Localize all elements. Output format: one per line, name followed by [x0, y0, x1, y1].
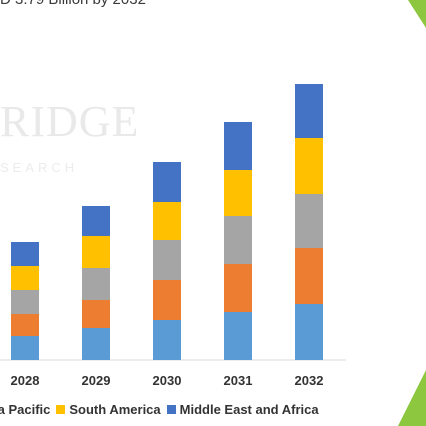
- bar-segment-2028-series-2: [11, 290, 39, 314]
- legend-swatch-middle-east-africa: [166, 405, 176, 414]
- x-tick-label-2030: 2030: [153, 373, 182, 388]
- bar-segment-2031-series-2: [224, 216, 252, 264]
- bar-segment-2031-series-3: [224, 170, 252, 216]
- x-tick-label-2032: 2032: [295, 373, 324, 388]
- bar-segment-2029-series-0: [82, 328, 110, 360]
- x-tick-label-2028: 2028: [11, 373, 40, 388]
- x-tick-label-2031: 2031: [224, 373, 253, 388]
- legend-item-asia-pacific: ia Pacific: [0, 402, 50, 417]
- bar-segment-2030-series-3: [153, 202, 181, 240]
- bar-segment-2029-series-1: [82, 300, 110, 328]
- watermark-logo-subtext: SEARCH: [0, 160, 79, 175]
- legend-swatch-south-america: [56, 405, 66, 414]
- x-tick-label-2029: 2029: [82, 373, 111, 388]
- legend-item-middle-east-africa: Middle East and Africa: [166, 402, 319, 417]
- bar-segment-2032-series-1: [295, 248, 323, 304]
- bar-segment-2029-series-4: [82, 206, 110, 236]
- bar-segment-2030-series-4: [153, 162, 181, 202]
- bar-segment-2032-series-3: [295, 138, 323, 194]
- bar-segment-2031-series-4: [224, 122, 252, 170]
- chart-legend: ia Pacific South America Middle East and…: [0, 402, 325, 417]
- bar-segment-2030-series-2: [153, 240, 181, 280]
- chart-title-fragment: D 3.79 Billion by 2032: [0, 0, 146, 8]
- bar-segment-2028-series-3: [11, 266, 39, 290]
- bar-segment-2029-series-3: [82, 236, 110, 268]
- bar-segment-2030-series-0: [153, 320, 181, 360]
- bar-segment-2028-series-4: [11, 242, 39, 266]
- bar-segment-2032-series-4: [295, 84, 323, 138]
- bar-segment-2032-series-0: [295, 304, 323, 360]
- bar-segment-2030-series-1: [153, 280, 181, 320]
- legend-label-middle-east-africa: Middle East and Africa: [179, 402, 319, 417]
- bar-segment-2028-series-1: [11, 314, 39, 336]
- legend-item-south-america: South America: [56, 402, 161, 417]
- bar-segment-2031-series-0: [224, 312, 252, 360]
- legend-label-asia-pacific: ia Pacific: [0, 402, 51, 417]
- bottom-right-green-triangle: [398, 370, 426, 426]
- legend-label-south-america: South America: [69, 402, 161, 417]
- bar-segment-2032-series-2: [295, 194, 323, 248]
- bar-segment-2028-series-0: [11, 336, 39, 360]
- watermark-logo-text: RIDGE: [0, 97, 140, 146]
- bar-segment-2029-series-2: [82, 268, 110, 300]
- bar-segment-2031-series-1: [224, 264, 252, 312]
- top-right-green-triangle: [408, 0, 426, 28]
